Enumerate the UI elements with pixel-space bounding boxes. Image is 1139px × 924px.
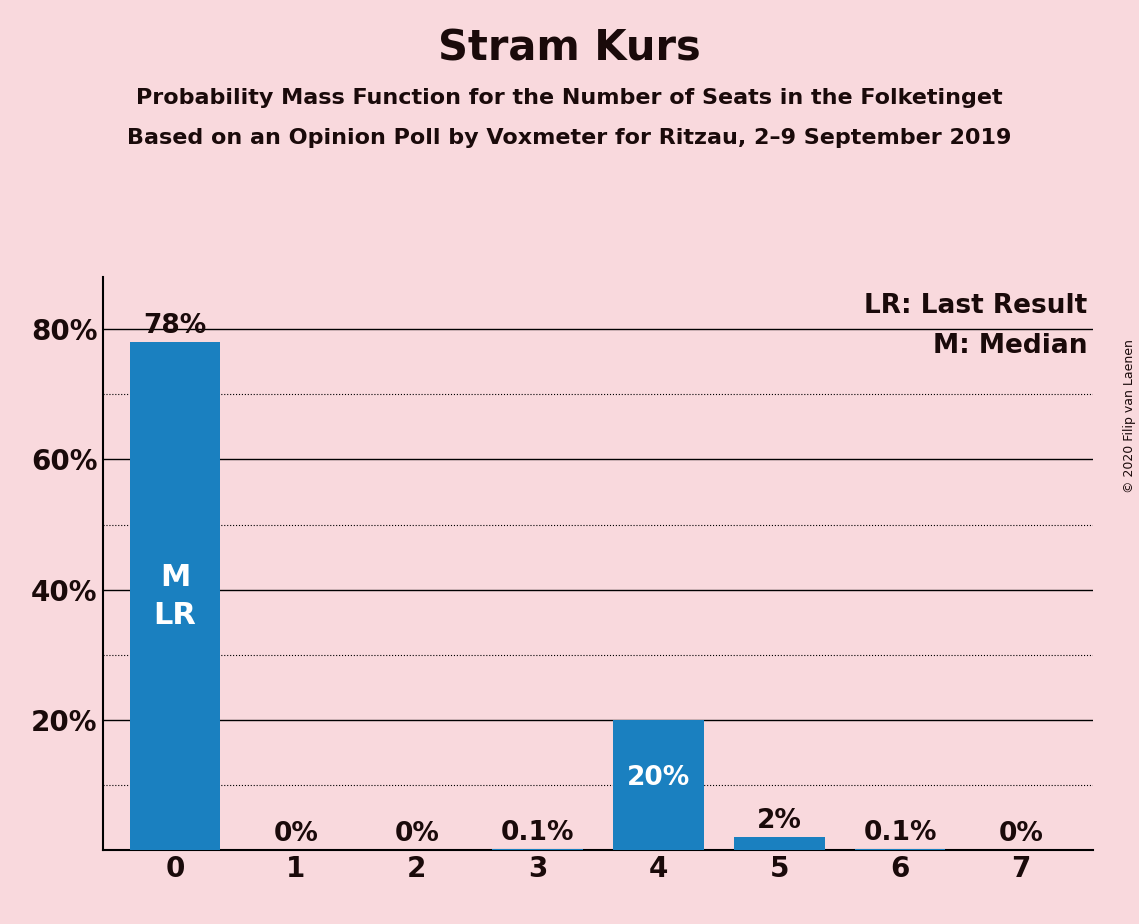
Text: 0.1%: 0.1% — [863, 821, 937, 846]
Text: 0%: 0% — [273, 821, 318, 846]
Text: M: Median: M: Median — [933, 333, 1088, 359]
Text: M
LR: M LR — [154, 563, 196, 630]
Text: © 2020 Filip van Laenen: © 2020 Filip van Laenen — [1123, 339, 1136, 492]
Text: 78%: 78% — [144, 313, 206, 339]
Text: Based on an Opinion Poll by Voxmeter for Ritzau, 2–9 September 2019: Based on an Opinion Poll by Voxmeter for… — [128, 128, 1011, 148]
Text: Probability Mass Function for the Number of Seats in the Folketinget: Probability Mass Function for the Number… — [137, 88, 1002, 108]
Text: 0%: 0% — [394, 821, 440, 846]
Text: Stram Kurs: Stram Kurs — [439, 28, 700, 69]
Bar — [130, 342, 220, 850]
Bar — [613, 720, 704, 850]
Bar — [734, 837, 825, 850]
Text: 20%: 20% — [626, 765, 690, 792]
Text: 2%: 2% — [756, 808, 802, 833]
Text: LR: Last Result: LR: Last Result — [865, 294, 1088, 320]
Text: 0%: 0% — [999, 821, 1043, 846]
Text: 0.1%: 0.1% — [501, 821, 574, 846]
